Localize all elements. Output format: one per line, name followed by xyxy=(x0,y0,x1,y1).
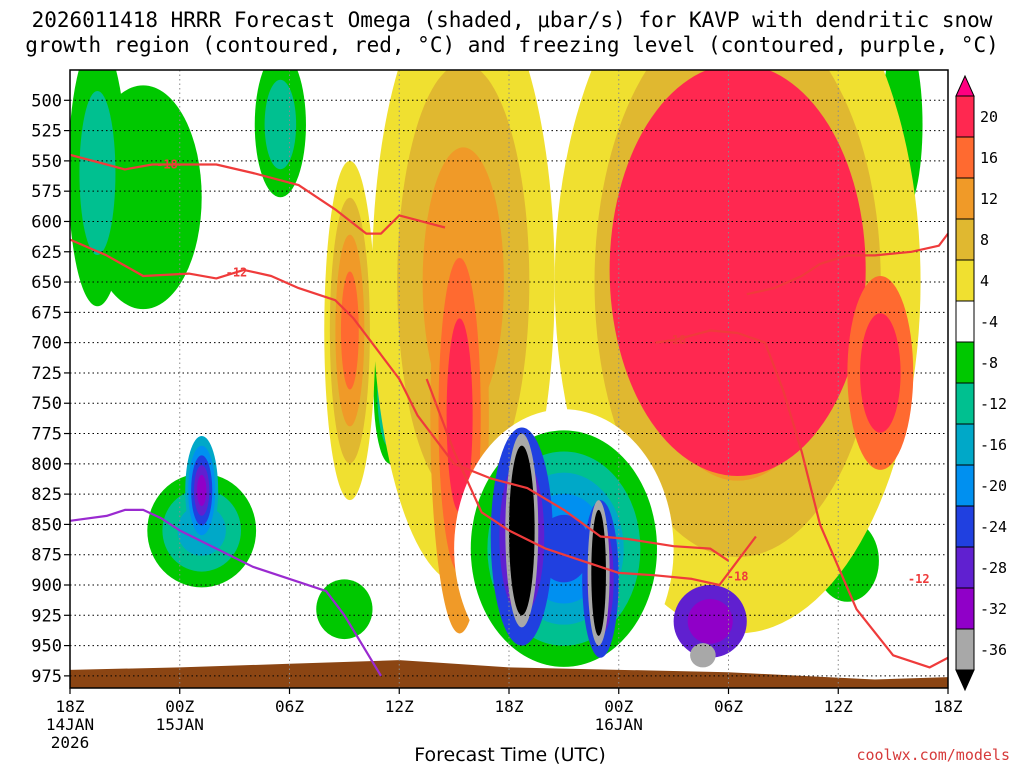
colorbar-segment-4 xyxy=(955,218,975,261)
contour-label-4: -12 xyxy=(908,572,930,586)
colorbar-label-2: 12 xyxy=(980,190,998,208)
omega-left-sink-core-m12 xyxy=(79,90,116,256)
y-tick-label-800: 800 xyxy=(31,455,62,475)
x-tick-label-0: 18Z xyxy=(56,697,85,716)
colorbar-segment-12 xyxy=(955,546,975,589)
colorbar-label-5: -4 xyxy=(980,313,998,331)
colorbar-segment-3 xyxy=(955,177,975,220)
chart-title-line2: growth region (contoured, red, °C) and f… xyxy=(25,33,999,57)
y-tick-label-500: 500 xyxy=(31,91,62,111)
x-axis-label: Forecast Time (UTC) xyxy=(414,744,606,766)
y-tick-label-900: 900 xyxy=(31,576,62,596)
x-tick-label-6: 00Z xyxy=(165,697,194,716)
omega-core-18z-black xyxy=(508,445,535,616)
omega-10z-plume-16 xyxy=(340,271,359,390)
y-tick-label-925: 925 xyxy=(31,606,62,626)
contour-freezing-level xyxy=(70,508,382,677)
colorbar-label-11: -28 xyxy=(980,559,1007,577)
contour-dendritic-minus18-mid-loop xyxy=(655,329,948,669)
y-tick-label-675: 675 xyxy=(31,303,62,323)
chart-title-line1: 2026011418 HRRR Forecast Omega (shaded, … xyxy=(31,8,993,32)
colorbar-segment-5 xyxy=(955,259,975,302)
x-tick-sublabel-0: 14JAN xyxy=(46,715,94,734)
y-tick-label-550: 550 xyxy=(31,152,62,172)
colorbar-label-12: -32 xyxy=(980,600,1007,618)
colorbar-segment-9 xyxy=(955,423,975,466)
x-tick-label-12: 06Z xyxy=(275,697,304,716)
contour-dendritic-minus18-upper xyxy=(70,153,446,235)
y-tick-label-775: 775 xyxy=(31,425,62,445)
omega-plume-upper-right-core-20 xyxy=(609,70,866,476)
omega-06z-low-core-m32 xyxy=(687,598,733,644)
x-tick-label-18: 12Z xyxy=(385,697,414,716)
axes: 500 525 550 575 600 625 650 675 700 725 750 775 800 8… xyxy=(31,91,963,752)
colorbar-label-4: 4 xyxy=(980,272,989,290)
colorbar-label-7: -12 xyxy=(980,395,1007,413)
colorbar-top-arrow xyxy=(955,74,975,97)
y-tick-label-825: 825 xyxy=(31,485,62,505)
y-tick-label-600: 600 xyxy=(31,212,62,232)
y-tick-label-575: 575 xyxy=(31,182,62,202)
contour-dendritic-minus18-lower xyxy=(425,378,757,587)
contour-label-0: -18 xyxy=(156,158,178,172)
omega-left-sink-upper-m12 xyxy=(264,79,297,170)
x-tick-label-30: 00Z xyxy=(604,697,633,716)
colorbar-legend: 20 16 12 8 4 -4 -8 -12 -16 -20 -24 -28 -32 -36 xyxy=(955,74,1007,692)
colorbar-label-10: -24 xyxy=(980,518,1007,536)
x-tick-sublabel-30: 16JAN xyxy=(595,715,643,734)
colorbar-label-8: -16 xyxy=(980,436,1007,454)
colorbar-segment-2 xyxy=(955,136,975,179)
x-tick-sublabel2-0: 2026 xyxy=(51,733,90,752)
x-tick-label-36: 06Z xyxy=(714,697,743,716)
colorbar-label-1: 16 xyxy=(980,149,998,167)
y-tick-label-850: 850 xyxy=(31,515,62,535)
omega-06z-grey xyxy=(690,643,716,668)
colorbar-segment-6 xyxy=(955,300,975,343)
colorbar-label-3: 8 xyxy=(980,231,989,249)
x-tick-label-24: 18Z xyxy=(495,697,524,716)
contour-label-3: -18 xyxy=(727,570,749,584)
y-tick-label-950: 950 xyxy=(31,637,62,657)
x-tick-sublabel-6: 15JAN xyxy=(156,715,204,734)
colorbar-label-6: -8 xyxy=(980,354,998,372)
y-tick-label-975: 975 xyxy=(31,667,62,687)
colorbar-segment-11 xyxy=(955,505,975,548)
omega-core-23z-black xyxy=(591,509,606,636)
y-tick-label-650: 650 xyxy=(31,273,62,293)
colorbar-label-13: -36 xyxy=(980,641,1007,659)
y-tick-label-700: 700 xyxy=(31,334,62,354)
colorbar-bottom-arrow xyxy=(955,669,975,692)
contour-label-1: -12 xyxy=(226,265,248,279)
omega-00z-core-m32 xyxy=(196,474,207,507)
y-tick-label-525: 525 xyxy=(31,122,62,142)
colorbar-segment-13 xyxy=(955,587,975,630)
y-tick-label-725: 725 xyxy=(31,364,62,384)
contour-dendritic-minus12-upper xyxy=(70,238,730,562)
contour-label-2: -18 xyxy=(665,333,687,347)
credit-text: coolwx.com/models xyxy=(856,746,1010,764)
contour-lines: -18 -12 -18 -18 -12 xyxy=(70,153,948,677)
colorbar-segment-10 xyxy=(955,464,975,507)
colorbar-label-0: 20 xyxy=(980,108,998,126)
y-tick-label-750: 750 xyxy=(31,394,62,414)
x-tick-label-48: 18Z xyxy=(934,697,963,716)
colorbar-segment-14 xyxy=(955,628,975,671)
colorbar-label-9: -20 xyxy=(980,477,1007,495)
x-tick-label-42: 12Z xyxy=(824,697,853,716)
colorbar-segment-8 xyxy=(955,382,975,425)
colorbar-segment-1 xyxy=(955,95,975,138)
y-tick-label-875: 875 xyxy=(31,546,62,566)
y-tick-label-625: 625 xyxy=(31,243,62,263)
omega-low-sink-10z-m8 xyxy=(316,579,373,640)
contour-dendritic-minus12-right xyxy=(746,232,948,296)
colorbar-segment-7 xyxy=(955,341,975,384)
